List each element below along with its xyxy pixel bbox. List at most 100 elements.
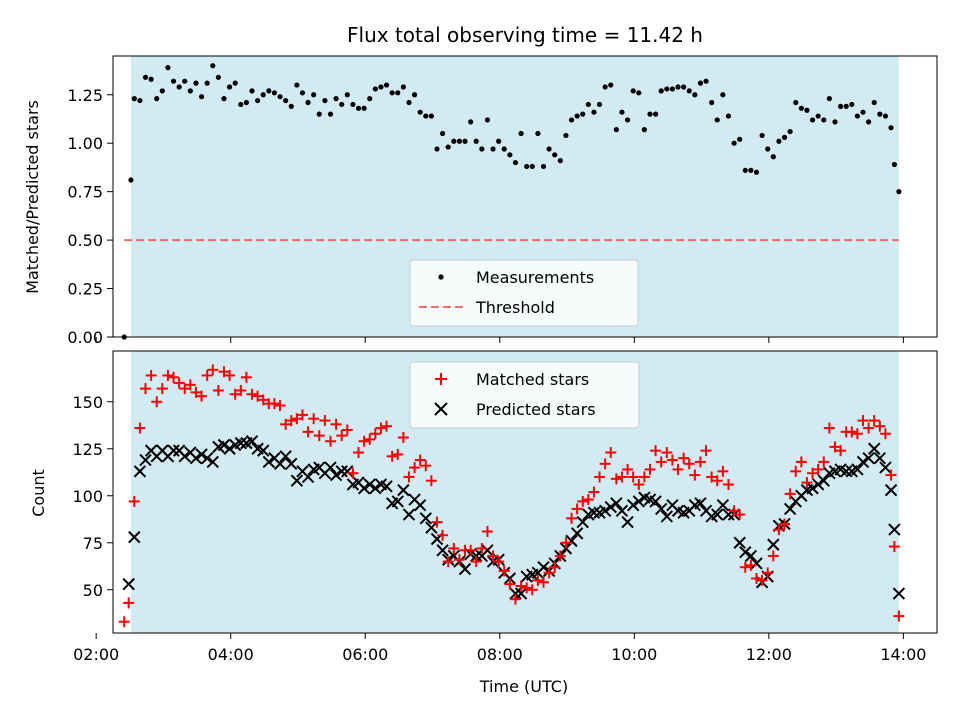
predicted-point-stroke: [195, 448, 208, 461]
matched-point: [549, 561, 561, 573]
predicted-point: [744, 549, 758, 563]
predicted-point-stroke: [245, 435, 259, 448]
bottom-y-tick-label: 50: [83, 581, 103, 600]
measurement-point: [440, 130, 446, 137]
predicted-point-stroke: [279, 450, 292, 463]
matched-point: [683, 458, 695, 470]
measurement-point: [154, 96, 160, 102]
measurement-point: [658, 88, 664, 94]
measurement-point: [299, 90, 306, 96]
predicted-point-stroke: [402, 508, 416, 521]
measurement-point: [871, 99, 877, 106]
top-y-tick-label: 0.50: [67, 231, 103, 250]
matched-point: [812, 463, 824, 475]
matched-point: [140, 383, 152, 395]
predicted-point-stroke: [301, 470, 315, 484]
measurement-point: [339, 101, 345, 108]
predicted-point: [234, 436, 248, 450]
measurement-point: [619, 109, 625, 115]
measurement-point: [529, 163, 535, 170]
measurement-point: [669, 86, 676, 92]
matched-point: [801, 477, 813, 489]
measurement-point: [142, 74, 149, 80]
measurement-point: [395, 90, 401, 96]
predicted-point-stroke: [744, 549, 758, 563]
measurement-point: [496, 138, 502, 144]
matched-point: [857, 415, 869, 427]
measurement-point: [703, 78, 709, 84]
matched-point: [162, 369, 174, 381]
bottom-legend-box: [409, 361, 640, 429]
predicted-point-stroke: [335, 465, 348, 478]
measurement-point: [770, 154, 776, 160]
measurement-point: [815, 113, 821, 119]
predicted-point-stroke: [615, 504, 629, 518]
predicted-point-stroke: [122, 577, 135, 591]
predicted-point: [206, 455, 219, 469]
matched-point: [324, 435, 336, 447]
predicted-point-stroke: [750, 557, 763, 570]
matched-point: [571, 503, 583, 515]
matched-point: [532, 574, 544, 586]
top-y-tick-label: 0.75: [67, 183, 103, 202]
predicted-point: [879, 461, 892, 474]
predicted-point-stroke: [178, 450, 191, 463]
predicted-point-stroke: [811, 478, 825, 491]
predicted-point-stroke: [660, 510, 674, 523]
predicted-point: [128, 530, 141, 544]
predicted-point: [570, 527, 584, 540]
predicted-point-stroke: [313, 461, 326, 474]
top-y-tick-label: 1.00: [67, 134, 103, 153]
matched-point: [381, 420, 393, 432]
predicted-point-stroke: [357, 482, 371, 495]
predicted-point: [856, 455, 870, 469]
bottom-y-tick-label: 150: [72, 393, 103, 412]
measurement-point: [591, 109, 597, 115]
predicted-point: [167, 444, 180, 457]
matched-point: [526, 584, 538, 596]
top-y-axis: 0.00 0.25 0.50 0.75 1.00 1.25: [67, 86, 113, 347]
predicted-point-stroke: [638, 491, 651, 504]
predicted-point: [862, 451, 875, 465]
measurement-point: [512, 159, 519, 166]
measurement-point: [759, 132, 765, 139]
bottom-axes-frame: [112, 350, 938, 634]
measurement-point: [737, 136, 743, 142]
measurement-point: [552, 152, 558, 158]
predicted-point-stroke: [733, 536, 746, 549]
measurement-point: [809, 117, 816, 123]
matched-point: [168, 371, 180, 383]
measurement-point: [585, 101, 591, 108]
measurement-point: [383, 82, 390, 88]
matched-point: [627, 471, 639, 483]
predicted-point-stroke: [447, 549, 461, 563]
predicted-point-stroke: [133, 465, 147, 478]
predicted-point-stroke: [621, 515, 634, 529]
matched-point: [554, 550, 566, 562]
matched-point: [246, 388, 258, 400]
predicted-point-stroke: [694, 497, 707, 510]
measurement-point: [128, 177, 134, 183]
measurement-point: [613, 127, 619, 133]
predicted-point: [711, 508, 724, 521]
matched-point: [633, 478, 645, 490]
measurement-point: [540, 163, 547, 170]
matched-point: [756, 574, 768, 586]
matched-point: [493, 556, 505, 568]
predicted-point: [195, 448, 208, 461]
matched-point: [190, 386, 202, 398]
matched-point: [537, 576, 549, 588]
predicted-point-stroke: [268, 451, 281, 465]
measurement-point: [232, 80, 238, 86]
measurement-point: [849, 101, 855, 108]
measurement-point: [781, 134, 788, 140]
predicted-point-stroke: [380, 480, 393, 493]
predicted-point-stroke: [739, 545, 752, 559]
measurement-point: [832, 119, 838, 125]
matched-point: [364, 433, 376, 445]
predicted-point: [380, 480, 393, 493]
matched-point: [734, 509, 746, 521]
matched-point: [302, 426, 314, 438]
predicted-point-stroke: [783, 502, 797, 516]
matched-point: [885, 469, 897, 481]
